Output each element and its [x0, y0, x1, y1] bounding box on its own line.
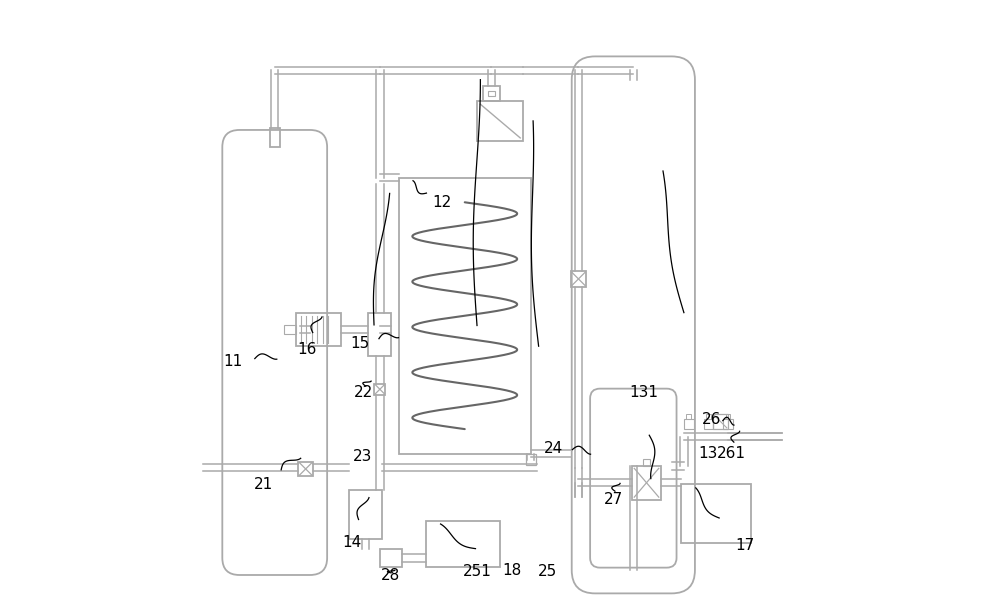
- Bar: [681, 484, 751, 543]
- Text: 22: 22: [354, 385, 374, 400]
- Bar: [526, 454, 536, 465]
- Bar: [684, 419, 694, 429]
- Text: 21: 21: [254, 477, 274, 492]
- Bar: [488, 91, 495, 96]
- Bar: [296, 313, 341, 346]
- Bar: [368, 313, 391, 356]
- Bar: [726, 414, 730, 419]
- Bar: [686, 414, 691, 419]
- Bar: [477, 101, 523, 141]
- Bar: [483, 86, 500, 101]
- Bar: [571, 271, 586, 286]
- Bar: [399, 178, 531, 454]
- Bar: [426, 521, 500, 567]
- Bar: [713, 414, 728, 429]
- Text: 27: 27: [604, 492, 623, 507]
- Bar: [349, 490, 382, 539]
- Text: 12: 12: [432, 195, 451, 210]
- Text: 24: 24: [544, 441, 564, 456]
- Text: 17: 17: [736, 538, 755, 553]
- Text: 18: 18: [503, 563, 522, 577]
- Bar: [298, 462, 313, 476]
- Text: 131: 131: [630, 385, 659, 400]
- Text: 14: 14: [342, 535, 361, 550]
- Text: 28: 28: [381, 568, 401, 583]
- Bar: [374, 384, 385, 395]
- Bar: [706, 414, 711, 419]
- Bar: [380, 549, 402, 567]
- Bar: [723, 419, 733, 429]
- Text: 15: 15: [351, 336, 370, 351]
- Bar: [284, 325, 296, 335]
- Text: 26: 26: [702, 413, 721, 427]
- Text: 251: 251: [463, 564, 492, 579]
- Text: 261: 261: [717, 446, 746, 461]
- Text: 23: 23: [352, 449, 372, 464]
- Bar: [270, 128, 280, 147]
- Text: 11: 11: [224, 354, 243, 369]
- Bar: [643, 459, 650, 466]
- Text: 25: 25: [538, 564, 557, 579]
- Bar: [632, 466, 661, 500]
- Bar: [704, 419, 713, 429]
- Text: 16: 16: [297, 342, 317, 357]
- Text: 13: 13: [699, 446, 718, 461]
